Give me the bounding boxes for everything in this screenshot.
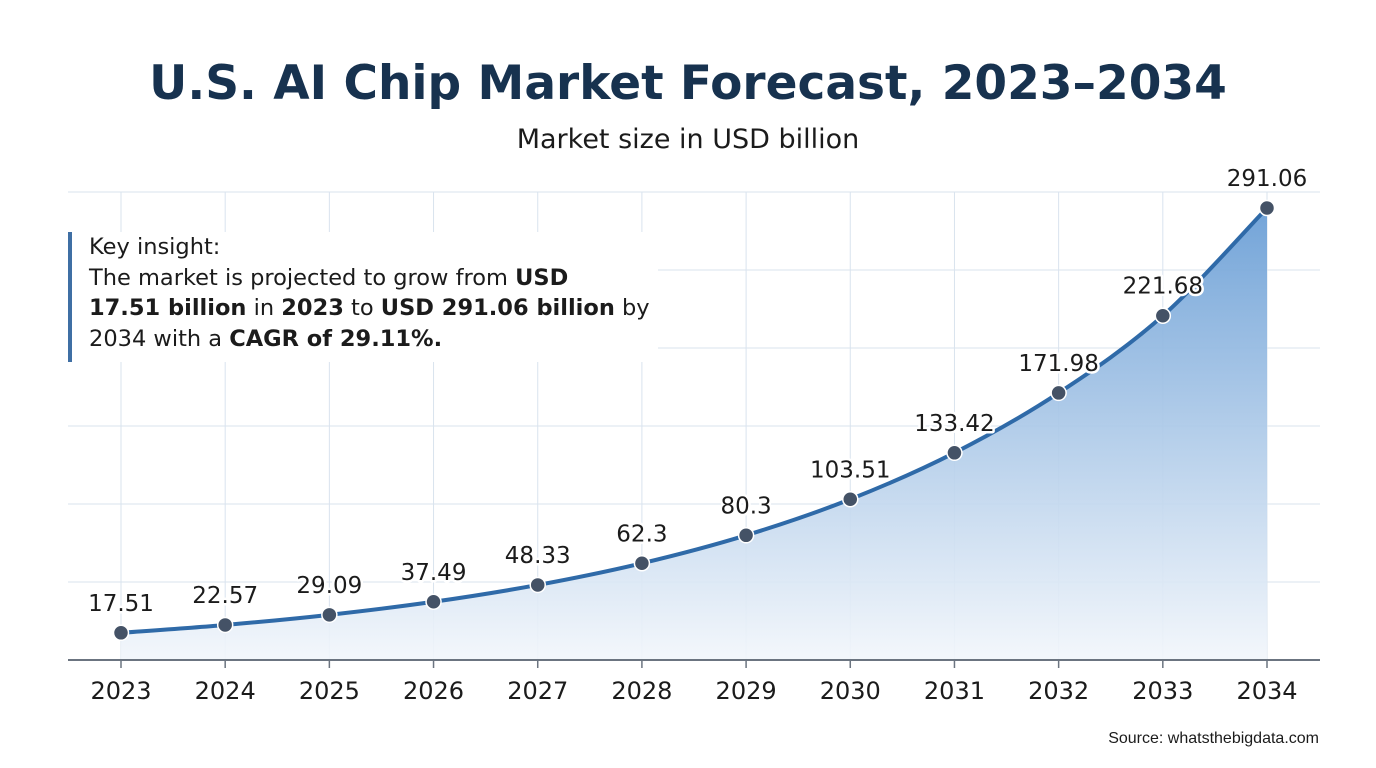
area-fill-layer (121, 208, 1267, 660)
data-point-2033 (1154, 307, 1172, 324)
x-tick-label-2026: 2026 (403, 677, 464, 705)
data-label-2032: 171.98 (1018, 351, 1098, 377)
data-label-2031: 133.42 (914, 411, 994, 437)
insight-line-2: 17.51 billion in 2023 to USD 291.06 bill… (89, 295, 650, 321)
data-label-2024: 22.57 (192, 583, 258, 609)
data-point-2034 (1258, 199, 1276, 217)
data-point-2031 (946, 444, 963, 462)
data-label-2034: 291.06 (1227, 166, 1307, 192)
x-tick-label-2024: 2024 (195, 677, 256, 705)
data-point-2027 (529, 576, 546, 594)
x-axis: 2023 2024 2025 2026 2027 2028 2029 2030 2031 2032… (68, 659, 1320, 705)
chart-title: U.S. AI Chip Market Forecast, 2023–2034 (149, 56, 1227, 111)
x-tick-label-2033: 2033 (1132, 677, 1193, 705)
data-label-2023: 17.51 (88, 591, 154, 617)
data-label-2028: 62.3 (616, 521, 667, 547)
data-label-2029: 80.3 (720, 493, 771, 519)
data-point-2023 (112, 624, 130, 642)
data-point-2024 (216, 616, 234, 634)
data-label-2033: 221.68 (1123, 274, 1203, 300)
x-tick-label-2023: 2023 (90, 677, 151, 705)
key-insight-box: Key insight: The market is projected to … (68, 232, 658, 362)
data-point-2026 (425, 593, 442, 611)
x-tick-label-2027: 2027 (507, 677, 568, 705)
x-tick-label-2034: 2034 (1236, 677, 1297, 705)
data-label-2025: 29.09 (296, 573, 362, 599)
data-point-2029 (737, 527, 755, 544)
x-tick-label-2029: 2029 (716, 677, 777, 705)
data-label-2027: 48.33 (505, 543, 571, 569)
data-point-2032 (1050, 384, 1067, 402)
x-tick-label-2028: 2028 (611, 677, 672, 705)
data-labels: 17.51 22.57 29.09 37.49 48.33 62.3 80.3 103.51 1… (86, 164, 1310, 620)
data-points (112, 199, 1276, 642)
data-label-2030: 103.51 (810, 457, 890, 483)
area-fill (121, 208, 1267, 660)
insight-heading: Key insight: (89, 234, 221, 260)
data-label-2026: 37.49 (401, 560, 467, 586)
source-note: Source: whatsthebigdata.com (1108, 730, 1319, 747)
data-point-2030 (842, 491, 859, 508)
x-tick-label-2031: 2031 (924, 677, 985, 705)
x-tick-label-2032: 2032 (1028, 677, 1089, 705)
data-point-2028 (633, 555, 651, 572)
x-tick-label-2025: 2025 (299, 677, 360, 705)
chart-subtitle: Market size in USD billion (517, 124, 860, 155)
insight-line-1: The market is projected to grow from USD (89, 264, 569, 291)
insight-line-3: 2034 with a CAGR of 29.11%. (89, 325, 443, 352)
x-tick-label-2030: 2030 (820, 677, 881, 705)
data-point-2025 (321, 606, 338, 624)
